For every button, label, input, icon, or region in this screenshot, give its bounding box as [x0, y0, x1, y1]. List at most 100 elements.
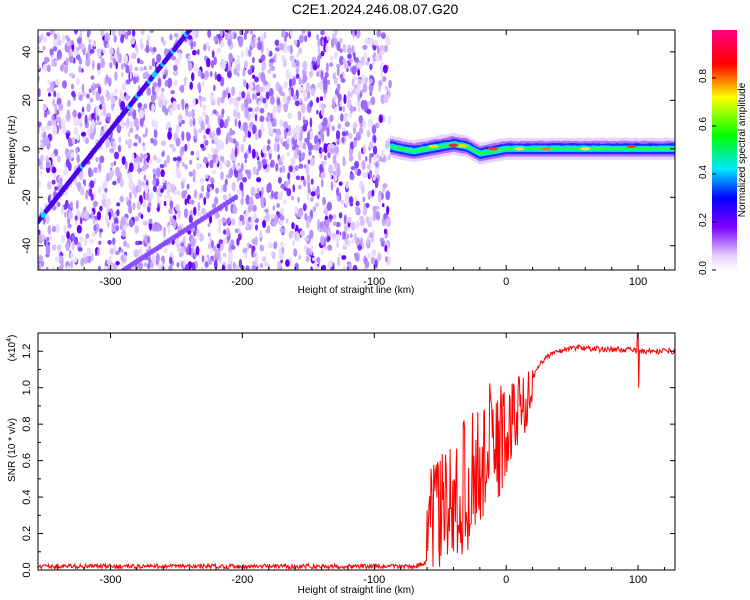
noise-speckle [219, 155, 223, 162]
noise-speckle [89, 239, 95, 244]
noise-speckle [76, 181, 82, 190]
snr-scale-exponent: 4 [6, 338, 13, 342]
noise-speckle [152, 168, 157, 175]
noise-speckle [368, 141, 374, 149]
noise-speckle [176, 103, 181, 111]
noise-speckle [72, 92, 76, 98]
noise-speckle [310, 178, 314, 185]
noise-speckle [248, 244, 252, 249]
noise-speckle [270, 65, 276, 72]
noise-speckle [376, 30, 382, 38]
noise-speckle [259, 107, 265, 114]
noise-speckle [344, 224, 349, 232]
noise-speckle [163, 230, 166, 238]
noise-speckle [252, 252, 256, 258]
noise-speckle [40, 33, 44, 40]
noise-speckle [142, 145, 147, 152]
noise-speckle [73, 117, 79, 127]
noise-speckle [293, 248, 298, 257]
noise-speckle [362, 44, 368, 50]
noise-speckle [317, 54, 321, 64]
noise-speckle [221, 217, 227, 223]
noise-speckle [347, 90, 351, 100]
noise-speckle [352, 30, 355, 38]
noise-speckle [139, 60, 144, 65]
noise-speckle [319, 153, 323, 159]
noise-speckle [125, 93, 129, 102]
noise-speckle [162, 74, 167, 80]
noise-speckle [270, 95, 275, 105]
noise-speckle [39, 171, 43, 176]
noise-speckle [47, 120, 53, 127]
noise-speckle [71, 244, 74, 250]
noise-speckle [371, 249, 377, 257]
noise-speckle [347, 99, 352, 109]
noise-speckle [172, 100, 177, 110]
noise-speckle [189, 159, 193, 165]
noise-speckle [60, 118, 66, 129]
noise-speckle [228, 96, 234, 105]
noise-speckle [166, 191, 170, 198]
noise-speckle [375, 161, 379, 168]
noise-speckle [190, 40, 194, 50]
noise-speckle [161, 151, 165, 157]
noise-speckle [105, 74, 109, 84]
noise-speckle [236, 96, 242, 102]
noise-speckle [291, 222, 295, 230]
spectrogram-y-axis-label: Frequency (Hz) [7, 116, 18, 185]
noise-speckle [188, 245, 192, 256]
noise-speckle [200, 185, 205, 192]
noise-speckle [338, 106, 343, 112]
noise-speckle [187, 61, 193, 72]
noise-speckle [216, 73, 222, 82]
noise-speckle [82, 136, 86, 142]
noise-speckle [361, 184, 365, 195]
noise-speckle [167, 130, 173, 140]
noise-speckle [231, 218, 236, 226]
noise-speckle [128, 180, 134, 191]
noise-speckle [83, 179, 87, 187]
noise-speckle [200, 143, 205, 149]
noise-speckle [38, 264, 41, 270]
noise-speckle [69, 72, 75, 77]
noise-speckle [212, 84, 216, 92]
noise-speckle [65, 242, 70, 252]
noise-speckle [241, 91, 246, 99]
noise-speckle [112, 57, 117, 66]
noise-speckle [197, 201, 201, 212]
noise-speckle [264, 208, 269, 213]
noise-speckle [309, 197, 314, 202]
noise-speckle [51, 244, 57, 251]
noise-speckle [77, 247, 83, 252]
noise-speckle [156, 252, 160, 263]
noise-speckle [76, 224, 82, 234]
noise-speckle [251, 265, 257, 270]
noise-speckle [251, 148, 256, 159]
noise-speckle [258, 100, 262, 106]
noise-speckle [274, 52, 277, 63]
noise-speckle [154, 120, 158, 131]
noise-speckle [129, 120, 134, 128]
noise-speckle [333, 30, 338, 36]
noise-speckle [105, 35, 110, 42]
noise-speckle [351, 79, 355, 88]
snr-y-tick-label: 0.6 [21, 453, 33, 468]
noise-speckle [161, 87, 165, 93]
noise-speckle [184, 143, 188, 152]
noise-speckle [360, 237, 363, 247]
noise-speckle [332, 183, 336, 188]
noise-speckle [134, 72, 138, 78]
noise-speckle [162, 255, 165, 265]
noise-speckle [326, 201, 332, 211]
noise-speckle [228, 52, 233, 63]
noise-speckle [179, 252, 183, 258]
noise-speckle [339, 48, 343, 53]
noise-speckle [289, 55, 295, 62]
noise-speckle [243, 32, 247, 40]
noise-speckle [50, 81, 55, 89]
noise-speckle [49, 48, 54, 56]
noise-speckle [152, 178, 157, 186]
noise-speckle [228, 192, 232, 200]
noise-speckle [156, 53, 162, 63]
noise-speckle [117, 144, 122, 153]
